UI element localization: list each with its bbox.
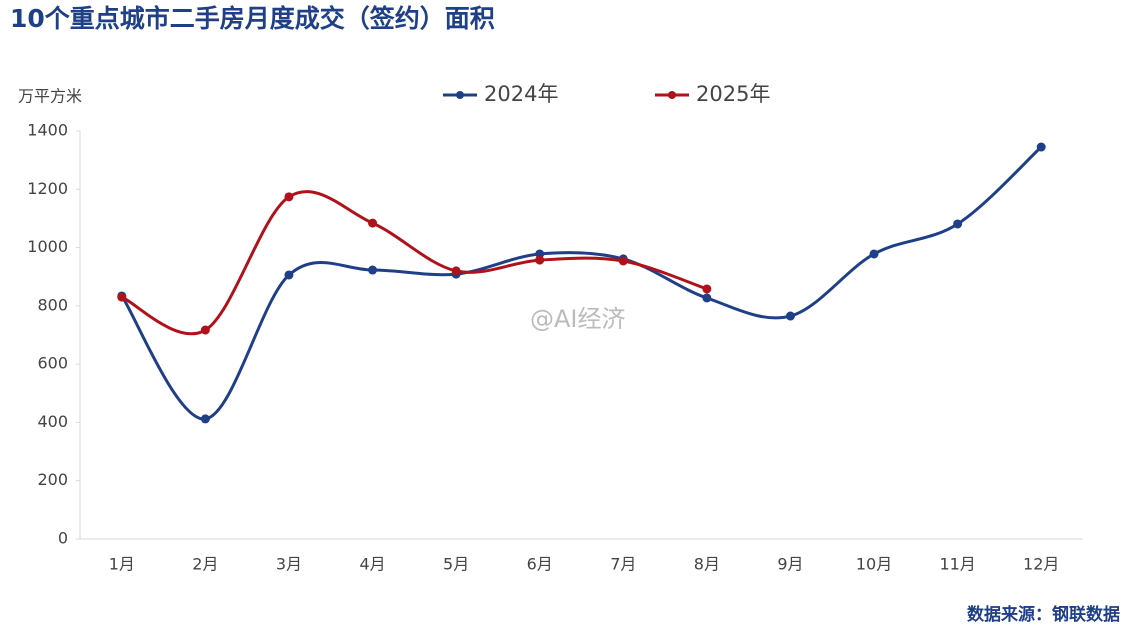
x-tick-label: 1月 xyxy=(109,555,135,574)
legend-marker xyxy=(456,91,464,99)
x-tick-label: 5月 xyxy=(443,555,469,574)
point xyxy=(869,249,879,259)
legend-marker xyxy=(668,91,676,99)
point xyxy=(284,270,294,280)
y-tick-label: 1200 xyxy=(27,179,68,198)
series-line xyxy=(121,190,708,336)
watermark: @AI经济 xyxy=(530,305,626,333)
y-tick-label: 1400 xyxy=(27,121,68,140)
x-tick-label: 3月 xyxy=(276,555,302,574)
point xyxy=(200,325,210,335)
point xyxy=(368,265,378,275)
series-line xyxy=(120,145,1043,421)
y-tick-label: 800 xyxy=(37,295,68,314)
legend-label: 2024年 xyxy=(484,82,558,106)
point xyxy=(284,192,294,202)
y-tick-label: 0 xyxy=(58,529,68,548)
x-tick-label: 2月 xyxy=(192,555,218,574)
point xyxy=(953,219,963,229)
x-tick-label: 9月 xyxy=(777,555,803,574)
x-tick-label: 7月 xyxy=(610,555,636,574)
x-tick-label: 12月 xyxy=(1023,555,1059,574)
source: 数据来源：钢联数据 xyxy=(967,604,1120,625)
chart-title: 10个重点城市二手房月度成交（签约）面积 xyxy=(10,4,495,33)
point xyxy=(535,255,545,265)
x-tick-label: 10月 xyxy=(856,555,892,574)
point xyxy=(200,414,210,424)
legend-label: 2025年 xyxy=(696,82,770,106)
y-tick-label: 600 xyxy=(37,354,68,373)
point xyxy=(1036,142,1046,152)
x-tick-label: 6月 xyxy=(527,555,553,574)
x-tick-label: 4月 xyxy=(359,555,385,574)
point xyxy=(785,311,795,321)
y-tick-label: 400 xyxy=(37,412,68,431)
x-tick-label: 8月 xyxy=(694,555,720,574)
point xyxy=(451,266,461,276)
point xyxy=(702,284,712,294)
y-axis-label: 万平方米 xyxy=(18,87,82,106)
y-tick-label: 1000 xyxy=(27,237,68,256)
point xyxy=(117,292,127,302)
point xyxy=(702,293,712,303)
x-tick-label: 11月 xyxy=(939,555,975,574)
y-tick-label: 200 xyxy=(37,470,68,489)
point xyxy=(618,256,628,266)
point xyxy=(368,218,378,228)
